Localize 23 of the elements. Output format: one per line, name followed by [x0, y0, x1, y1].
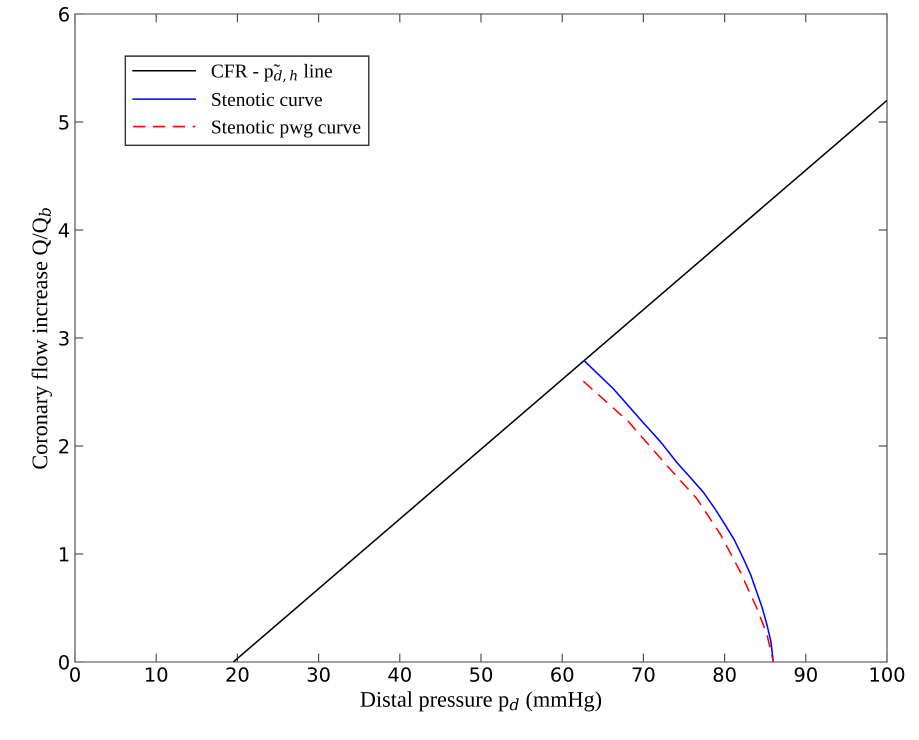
y-tick-label: 2: [59, 438, 68, 454]
y-tick-label: 5: [59, 115, 68, 130]
x-tick-label: 20: [226, 667, 248, 682]
x-tick-label: 80: [714, 667, 736, 682]
y-tick-label: 0: [59, 654, 69, 670]
x-tick-label: 90: [794, 667, 817, 682]
y-tick-label: 4: [58, 223, 70, 238]
x-tick-label: 70: [632, 667, 654, 682]
x-tick-label: 30: [308, 667, 330, 682]
y-tick-label: 1: [60, 547, 68, 562]
y-axis-title: Coronary flow increase Q/Q$_{b}$: [32, 208, 52, 469]
legend-label: Stenotic curve: [212, 93, 322, 106]
y-tick-label: 3: [59, 330, 69, 346]
legend-label: CFR - p̃$_{d,h}$ line: [212, 64, 332, 82]
x-tick-label: 0: [70, 667, 80, 682]
legend-label: Stenotic pwg curve: [212, 120, 360, 138]
x-tick-label: 50: [470, 667, 492, 682]
x-tick-label: 100: [870, 667, 904, 682]
y-tick-label: 6: [59, 6, 69, 22]
x-tick-label: 40: [388, 667, 411, 682]
x-tick-label: 10: [146, 667, 168, 682]
x-tick-label: 60: [551, 667, 574, 682]
x-axis-title: Distal pressure p$_{d}$ (mmHg): [360, 691, 602, 712]
